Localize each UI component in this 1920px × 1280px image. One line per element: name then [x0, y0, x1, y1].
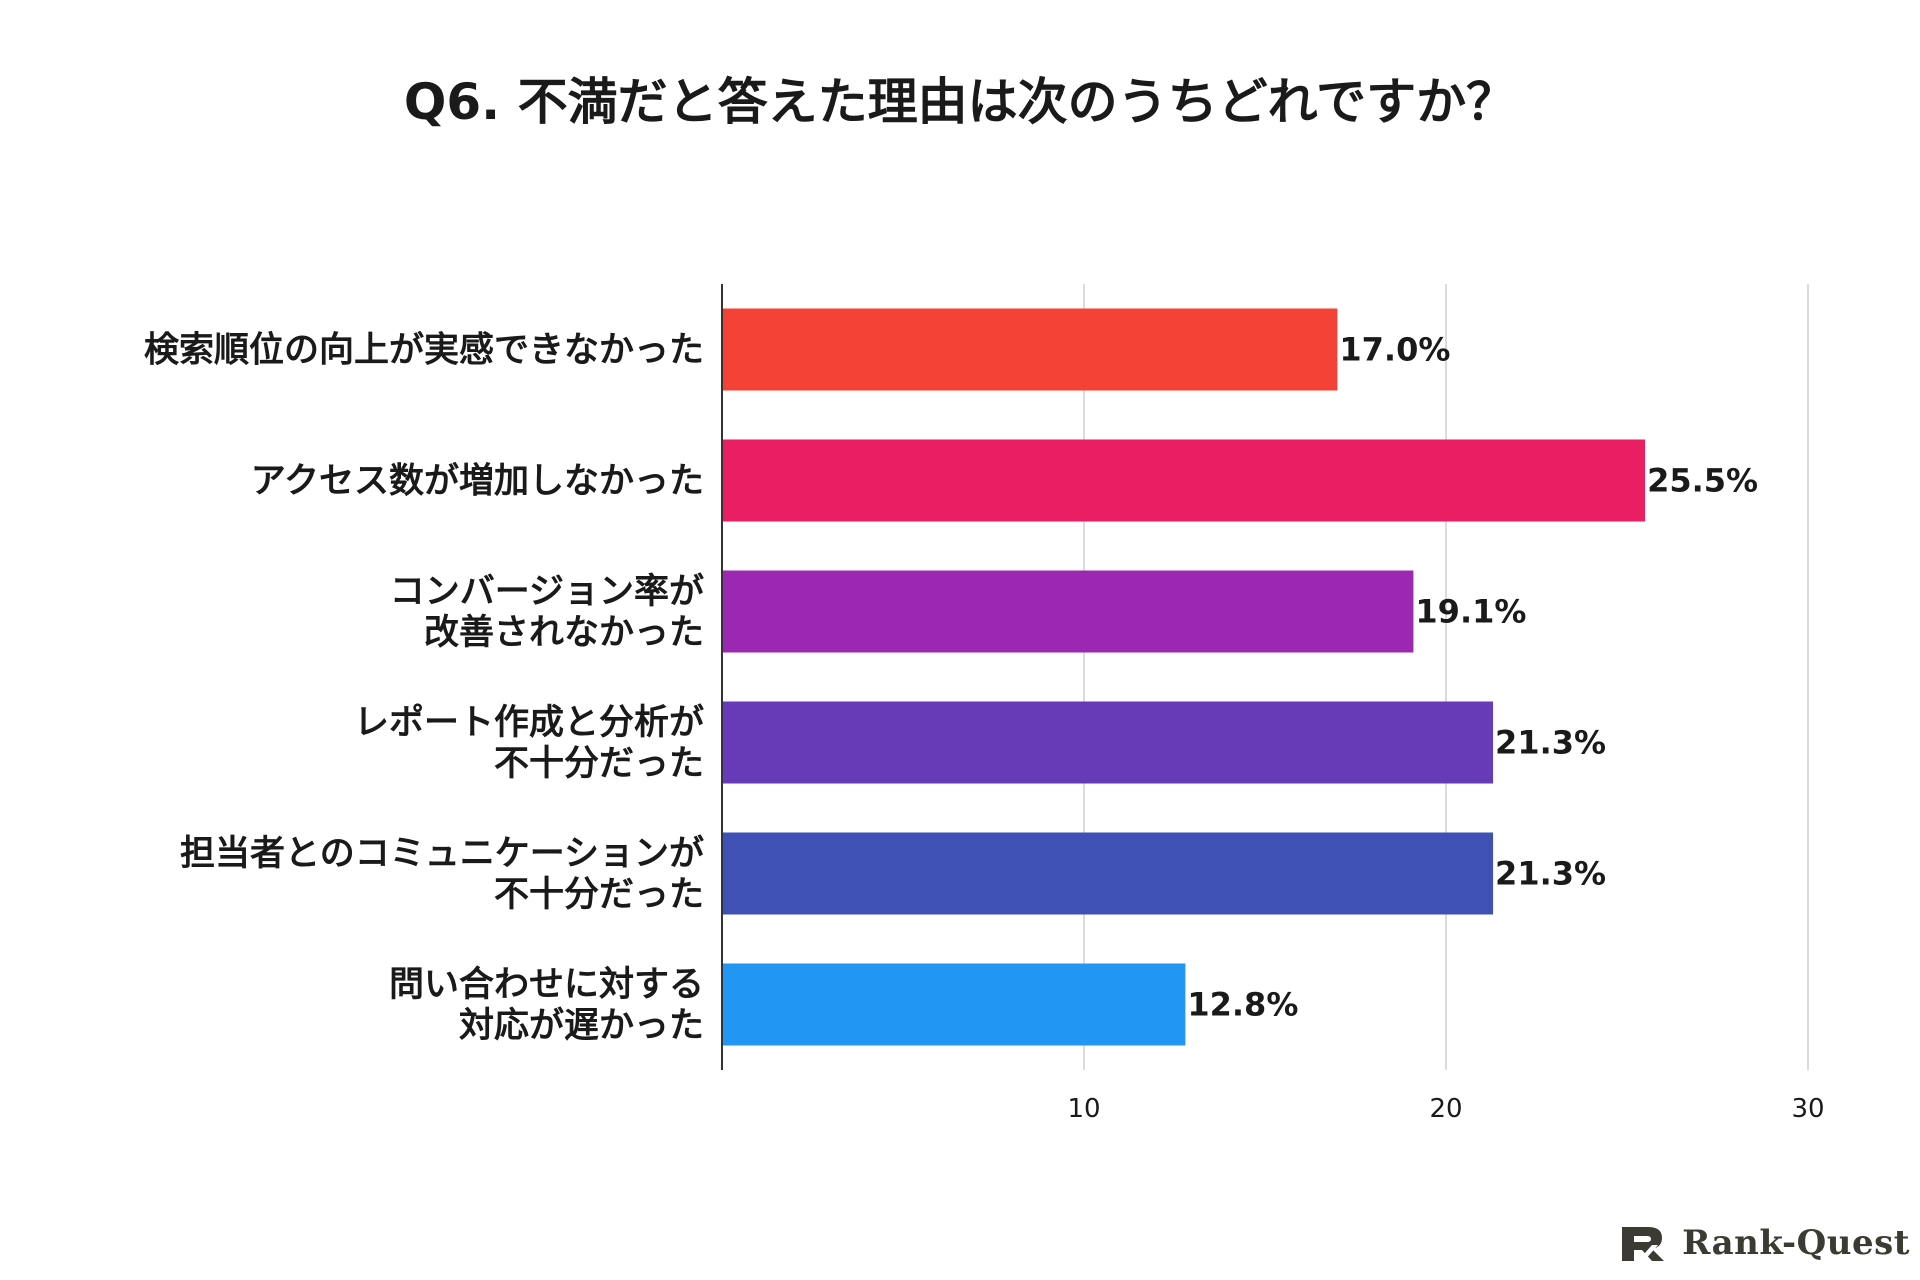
category-label: 不十分だった	[494, 744, 704, 784]
category-label: 担当者とのコミュニケーションが	[180, 834, 704, 874]
category-label: 問い合わせに対する	[389, 965, 704, 1005]
bar	[722, 308, 1338, 391]
rank-quest-logo-icon	[1622, 1227, 1665, 1261]
bar	[722, 963, 1186, 1046]
brand-logo: Rank-Quest	[1618, 1220, 1910, 1266]
x-tick-label: 20	[1429, 1094, 1462, 1124]
x-axis-ticks: 10 20 30	[1067, 1094, 1824, 1124]
category-label: 検索順位の向上が実感できなかった	[144, 331, 704, 371]
category-label: コンバージョン率が	[390, 572, 704, 612]
category-label: 対応が遅かった	[459, 1006, 704, 1046]
brand-name: Rank-Quest	[1682, 1223, 1910, 1263]
chart-title: Q6. 不満だと答えた理由は次のうちどれですか？	[403, 73, 1517, 131]
category-label: 改善されなかった	[424, 613, 704, 653]
bar	[722, 439, 1646, 522]
bar	[722, 701, 1494, 784]
category-label: アクセス数が増加しなかった	[251, 462, 704, 502]
value-label: 21.3%	[1495, 724, 1606, 762]
grid-lines	[1083, 284, 1809, 1070]
x-tick-label: 30	[1791, 1094, 1824, 1124]
value-label: 19.1%	[1415, 593, 1526, 631]
value-label: 21.3%	[1495, 855, 1606, 893]
category-labels: 検索順位の向上が実感できなかったアクセス数が増加しなかったコンバージョン率が改善…	[144, 331, 704, 1047]
x-tick-label: 10	[1067, 1094, 1100, 1124]
bar	[722, 832, 1494, 915]
category-label: 不十分だった	[494, 875, 704, 915]
bars	[722, 308, 1646, 1046]
value-label: 17.0%	[1339, 331, 1450, 369]
bar	[722, 570, 1414, 653]
value-labels: 17.0% 25.5% 19.1% 21.3% 21.3% 12.8%	[1187, 331, 1758, 1024]
value-label: 25.5%	[1647, 462, 1758, 500]
value-label: 12.8%	[1187, 986, 1298, 1024]
category-label: レポート作成と分析が	[354, 702, 704, 743]
